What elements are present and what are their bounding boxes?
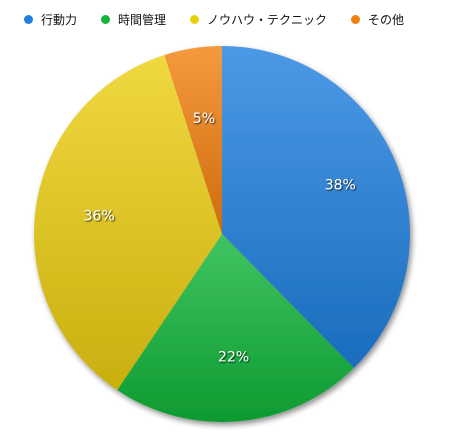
legend-label: その他 xyxy=(368,12,405,27)
pie-slice-labels: 38% 22% 36% 5% xyxy=(84,111,356,366)
legend-item-knowhow[interactable]: ノウハウ・テクニック xyxy=(190,11,327,28)
slice-percent-label: 38% xyxy=(325,178,356,194)
legend-label: 時間管理 xyxy=(118,12,167,27)
slice-knowhow[interactable] xyxy=(34,55,222,391)
slice-action[interactable] xyxy=(222,46,410,368)
slice-percent-label: 36% xyxy=(84,209,115,225)
legend-swatch xyxy=(190,14,200,24)
slice-other[interactable] xyxy=(164,46,222,234)
slice-time-management[interactable] xyxy=(117,234,354,422)
legend-item-action[interactable]: 行動力 xyxy=(24,11,77,28)
pie-slices xyxy=(34,46,410,422)
legend-label: 行動力 xyxy=(41,12,78,27)
legend-swatch xyxy=(351,14,361,24)
chart-legend: 行動力 時間管理 ノウハウ・テクニック その他 xyxy=(24,9,404,29)
legend-item-time-management[interactable]: 時間管理 xyxy=(101,11,166,28)
legend-label: ノウハウ・テクニック xyxy=(207,12,328,27)
slice-percent-label: 22% xyxy=(218,350,249,366)
legend-swatch xyxy=(24,14,33,24)
legend-item-other[interactable]: その他 xyxy=(351,11,404,28)
slice-percent-label: 5% xyxy=(193,111,215,127)
legend-swatch xyxy=(101,14,111,24)
